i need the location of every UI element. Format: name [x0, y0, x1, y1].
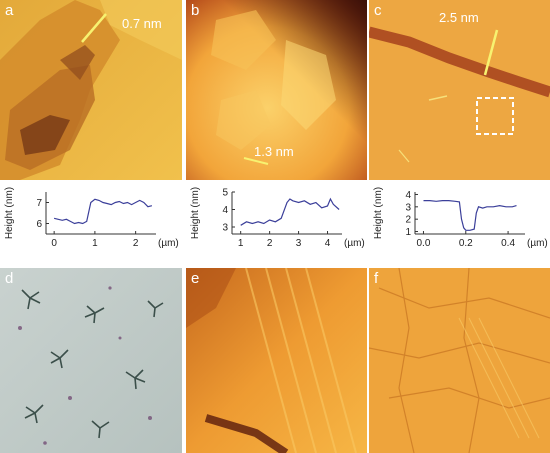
- x-tick-label: 2: [267, 238, 273, 249]
- panel-label-e: e: [191, 270, 200, 287]
- y-tick-label: 3: [222, 223, 228, 234]
- y-axis-label: Height (nm): [190, 187, 201, 239]
- y-axis-label: Height (nm): [373, 187, 384, 239]
- height-profile-a: Height (nm) 6 7 0 1 2 (µm): [0, 186, 182, 262]
- height-profile-c: Height (nm) 1 2 3 4 0.0 0.2 0.4 (µm): [369, 186, 550, 262]
- x-axis-unit: (µm): [527, 238, 548, 249]
- panel-f-graphic: [369, 268, 550, 453]
- height-profile-b: Height (nm) 3 4 5 1 2 3 4 (µm): [186, 186, 367, 262]
- y-tick-label: 2: [405, 215, 411, 226]
- panel-label-c: c: [374, 2, 382, 19]
- panel-c-graphic: [369, 0, 550, 180]
- x-tick-label: 0.0: [417, 238, 431, 249]
- height-profile-line: [53, 198, 153, 225]
- y-tick-label: 5: [222, 188, 228, 199]
- step-height-annotation-a: 0.7 nm: [122, 16, 162, 31]
- profile-line-c: [483, 29, 499, 76]
- panel-e-graphic: [186, 268, 367, 453]
- y-tick-label: 1: [405, 227, 411, 238]
- height-profile-b-svg: Height (nm) 3 4 5 1 2 3 4 (µm): [190, 187, 365, 249]
- x-tick-label: 4: [325, 238, 331, 249]
- y-tick-label: 4: [405, 190, 411, 201]
- x-tick-label: 3: [296, 238, 302, 249]
- profile-line-b: [243, 157, 269, 165]
- step-height-annotation-b: 1.3 nm: [254, 144, 294, 159]
- y-tick-label: 4: [222, 205, 228, 216]
- panel-label-f: f: [374, 270, 379, 287]
- x-tick-label: 1: [92, 238, 98, 249]
- panel-b-afm-image: b 1.3 nm: [186, 0, 367, 180]
- y-tick-label: 6: [36, 219, 42, 230]
- y-tick-label: 7: [36, 198, 42, 209]
- panel-e-afm-image: e: [186, 268, 367, 453]
- height-profile-line: [423, 200, 517, 231]
- x-tick-label: 0: [51, 238, 57, 249]
- panel-f-afm-image: f: [369, 268, 550, 453]
- step-height-annotation-c: 2.5 nm: [439, 10, 479, 25]
- profile-line-a: [81, 13, 107, 43]
- panel-b-graphic: [186, 0, 367, 180]
- height-profile-a-svg: Height (nm) 6 7 0 1 2 (µm): [4, 187, 179, 249]
- x-tick-label: 2: [133, 238, 139, 249]
- y-tick-label: 3: [405, 202, 411, 213]
- panel-d-graphic: [0, 268, 182, 453]
- y-axis-label: Height (nm): [4, 187, 15, 239]
- panel-label-d: d: [5, 270, 14, 287]
- panel-label-a: a: [5, 2, 14, 19]
- x-tick-label: 1: [238, 238, 244, 249]
- height-profile-line: [240, 197, 340, 226]
- panel-c-afm-image: c 2.5 nm: [369, 0, 550, 180]
- panel-d-optical-image: d: [0, 268, 182, 453]
- panel-label-b: b: [191, 2, 200, 19]
- x-tick-label: 0.4: [501, 238, 515, 249]
- x-axis-unit: (µm): [158, 238, 179, 249]
- x-tick-label: 0.2: [459, 238, 473, 249]
- panel-a-graphic: [0, 0, 182, 180]
- panel-a-afm-image: a 0.7 nm: [0, 0, 182, 180]
- x-axis-unit: (µm): [344, 238, 365, 249]
- zoom-region-box: [476, 97, 514, 135]
- height-profile-c-svg: Height (nm) 12 34 0.0 0.2 0.4 (µm): [373, 187, 548, 249]
